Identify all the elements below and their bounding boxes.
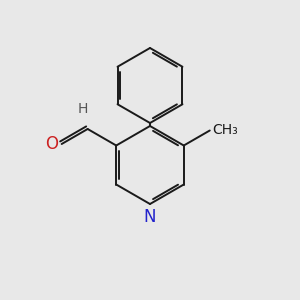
Text: H: H <box>78 102 88 116</box>
Text: CH₃: CH₃ <box>212 124 238 137</box>
Text: O: O <box>45 135 58 153</box>
Text: N: N <box>144 208 156 226</box>
